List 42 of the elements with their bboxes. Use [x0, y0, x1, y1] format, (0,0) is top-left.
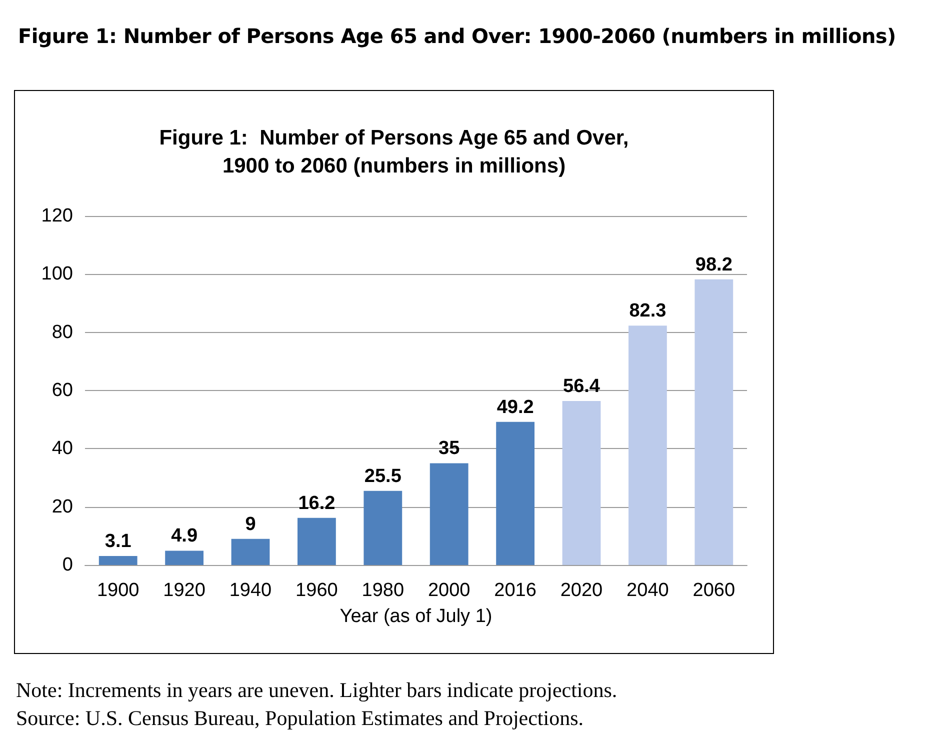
data-label: 98.2 — [695, 254, 732, 276]
x-tick-label: 2060 — [692, 580, 736, 601]
chart-subtitle: Figure 1: Number of Persons Age 65 and Over, 1900 to 2060 (numbers in millions) — [159, 126, 629, 178]
data-label: 35 — [438, 438, 460, 460]
bar — [231, 538, 270, 565]
bar — [628, 326, 667, 565]
y-tick-label: 100 — [41, 264, 73, 285]
x-tick-label: 2000 — [428, 580, 470, 601]
x-tick-label: 2016 — [494, 580, 536, 601]
bar — [298, 518, 336, 565]
data-label: 3.1 — [104, 530, 132, 552]
text: Note: Increments in years are uneven. Lighter bars indicate projections. — [16, 677, 618, 704]
y-tick-label: 120 — [41, 206, 73, 226]
y-tick-label: 80 — [52, 322, 73, 343]
y-tick-label: 60 — [52, 380, 73, 401]
x-tick-label: 1920 — [163, 580, 206, 601]
y-tick-label: 0 — [62, 554, 73, 576]
bar — [694, 279, 734, 565]
bar — [364, 490, 402, 565]
bar — [496, 422, 534, 565]
source-note: Source: U.S. Census Bureau, Population Estimates and Projections. — [16, 705, 585, 732]
x-tick-label: 2040 — [626, 580, 669, 601]
data-label: 56.4 — [563, 376, 600, 397]
data-label: 16.2 — [298, 492, 336, 514]
x-tick-label: 1900 — [96, 580, 140, 601]
x-axis-title: Year (as of July 1) — [340, 606, 492, 627]
bar — [165, 550, 204, 565]
x-tick-label: 2020 — [560, 580, 603, 601]
chart-title: Figure 1: Number of Persons Age 65 and Over: 1900-2060 (numbers in millions) — [18, 24, 896, 48]
x-tick-label: 1960 — [296, 580, 338, 601]
data-label: 9 — [245, 514, 256, 535]
x-tick-label: 1940 — [229, 580, 272, 601]
data-label: 4.9 — [171, 526, 198, 547]
bar — [98, 556, 138, 565]
bar — [562, 400, 601, 565]
data-label: 82.3 — [629, 300, 666, 322]
bar — [430, 463, 468, 565]
x-tick-label: 1980 — [362, 580, 404, 601]
y-tick-label: 40 — [52, 438, 73, 460]
y-tick-label: 20 — [52, 496, 73, 518]
data-label: 25.5 — [364, 466, 402, 487]
data-label: 49.2 — [496, 396, 534, 418]
